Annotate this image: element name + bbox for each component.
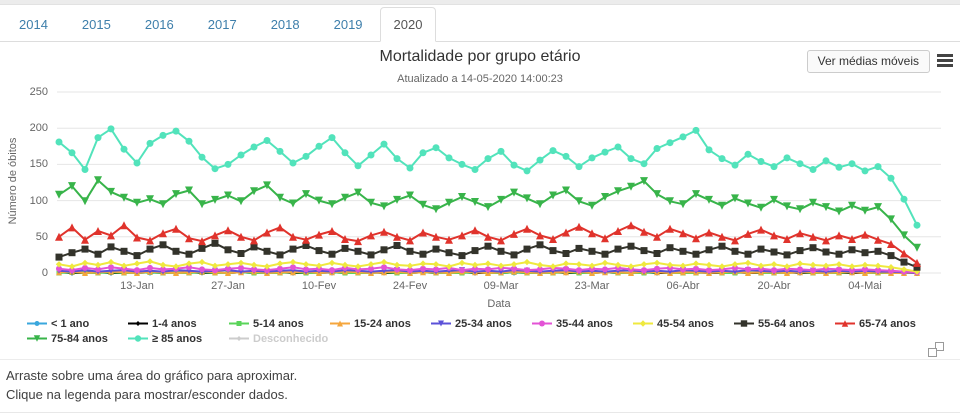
legend-label-25-34-anos: 25-34 anos xyxy=(455,317,512,330)
legend-label-5-14-anos: 5-14 anos xyxy=(253,317,304,330)
instruction-zoom: Arraste sobre uma área do gráfico para a… xyxy=(6,368,298,383)
chart-title: Mortalidade por grupo etário xyxy=(379,48,581,65)
legend-item-65-74-anos[interactable]: 65-74 anos xyxy=(834,316,935,331)
tab-2017[interactable]: 2017 xyxy=(207,17,237,32)
y-tick-250: 250 xyxy=(29,86,48,98)
x-tick-24-Fev: 24-Fev xyxy=(392,280,428,292)
x-axis-title: Data xyxy=(487,298,511,310)
tab-2018[interactable]: 2018 xyxy=(270,17,300,32)
legend-label-desconhecido: Desconhecido xyxy=(253,332,329,345)
tab-2015[interactable]: 2015 xyxy=(81,17,111,32)
legend-label-65-74-anos: 65-74 anos xyxy=(859,317,916,330)
legend-marker-35-44-anos xyxy=(532,320,552,327)
legend-marker-desconhecido xyxy=(229,336,249,341)
chart-plot-area[interactable] xyxy=(0,42,960,312)
x-tick-20-Abr: 20-Abr xyxy=(757,280,791,292)
series-55-64-anos xyxy=(55,239,921,271)
legend-label-1-4-anos: 1-4 anos xyxy=(152,317,197,330)
x-tick-09-Mar: 09-Mar xyxy=(483,280,519,292)
x-tick-10-Fev: 10-Fev xyxy=(301,280,337,292)
copy-icon[interactable] xyxy=(928,342,944,357)
chart-subtitle: Atualizado a 14-05-2020 14:00:23 xyxy=(397,73,563,85)
y-tick-0: 0 xyxy=(41,267,48,279)
legend-marker-55-64-anos xyxy=(734,320,754,327)
legend-item-35-44-anos[interactable]: 35-44 anos xyxy=(531,316,632,331)
x-tick-04-Mai: 04-Mai xyxy=(848,280,882,292)
series-35-44-anos xyxy=(56,264,920,276)
legend-marker-75-84-anos xyxy=(27,335,47,342)
y-tick-100: 100 xyxy=(29,194,48,207)
legend-label-lt-1-ano: < 1 ano xyxy=(51,317,90,330)
year-tabbar: 2014 2015 2016 2017 2018 2019 2020 xyxy=(0,5,960,42)
x-tick-23-Mar: 23-Mar xyxy=(574,280,610,292)
tab-2016[interactable]: 2016 xyxy=(144,17,174,32)
tab-2019[interactable]: 2019 xyxy=(333,17,363,32)
legend-marker-5-14-anos xyxy=(229,321,249,326)
legend-label-ge-85-anos: ≥ 85 anos xyxy=(152,332,203,345)
x-tick-06-Abr: 06-Abr xyxy=(666,280,700,292)
legend-label-35-44-anos: 35-44 anos xyxy=(556,317,613,330)
legend-label-55-64-anos: 55-64 anos xyxy=(758,317,815,330)
legend-marker-ge-85-anos xyxy=(128,335,148,342)
moving-averages-button[interactable]: Ver médias móveis xyxy=(806,50,930,73)
legend-marker-1-4-anos xyxy=(128,321,148,326)
x-tick-13-Jan: 13-Jan xyxy=(120,280,154,292)
legend-marker-15-24-anos xyxy=(330,320,350,327)
hamburger-menu-icon[interactable] xyxy=(937,54,953,57)
legend-item-lt-1-ano[interactable]: < 1 ano xyxy=(26,316,127,331)
x-tick-27-Jan: 27-Jan xyxy=(211,280,245,292)
tab-2014[interactable]: 2014 xyxy=(19,17,48,32)
legend-label-45-54-anos: 45-54 anos xyxy=(657,317,714,330)
chart-legend: < 1 ano 1-4 anos 5-14 anos 15-24 anos 25-34 … xyxy=(26,316,944,346)
legend-item-75-84-anos[interactable]: 75-84 anos xyxy=(26,331,127,346)
legend-item-25-34-anos[interactable]: 25-34 anos xyxy=(430,316,531,331)
y-tick-200: 200 xyxy=(29,122,48,135)
legend-label-75-84-anos: 75-84 anos xyxy=(51,332,108,345)
legend-marker-lt-1-ano xyxy=(27,321,47,326)
series-65-74-anos xyxy=(55,221,921,267)
top-strip xyxy=(0,0,960,5)
legend-item-5-14-anos[interactable]: 5-14 anos xyxy=(228,316,329,331)
legend-marker-65-74-anos xyxy=(835,320,855,327)
y-tick-50: 50 xyxy=(35,230,48,243)
legend-item-55-64-anos[interactable]: 55-64 anos xyxy=(733,316,834,331)
legend-item-1-4-anos[interactable]: 1-4 anos xyxy=(127,316,228,331)
legend-marker-45-54-anos xyxy=(633,320,653,327)
legend-label-15-24-anos: 15-24 anos xyxy=(354,317,411,330)
chart-panel: Mortalidade por grupo etário Atualizado … xyxy=(0,42,960,360)
series-75-84-anos xyxy=(55,176,921,252)
legend-item-15-24-anos[interactable]: 15-24 anos xyxy=(329,316,430,331)
instruction-legend: Clique na legenda para mostrar/esconder … xyxy=(6,387,288,402)
legend-marker-25-34-anos xyxy=(431,320,451,327)
copy-icon-front-square xyxy=(928,348,937,357)
legend-item-45-54-anos[interactable]: 45-54 anos xyxy=(632,316,733,331)
series-ge-85-anos xyxy=(55,125,921,229)
legend-item-desconhecido[interactable]: Desconhecido xyxy=(228,331,329,346)
legend-item-ge-85-anos[interactable]: ≥ 85 anos xyxy=(127,331,228,346)
series-45-54-anos xyxy=(55,258,921,275)
copy-icon-back-square xyxy=(935,342,944,351)
y-axis-title: Número de óbitos xyxy=(7,137,19,225)
y-tick-150: 150 xyxy=(29,158,48,171)
chart-instructions: Arraste sobre uma área do gráfico para a… xyxy=(0,360,960,413)
tab-2020[interactable]: 2020 xyxy=(379,7,437,42)
